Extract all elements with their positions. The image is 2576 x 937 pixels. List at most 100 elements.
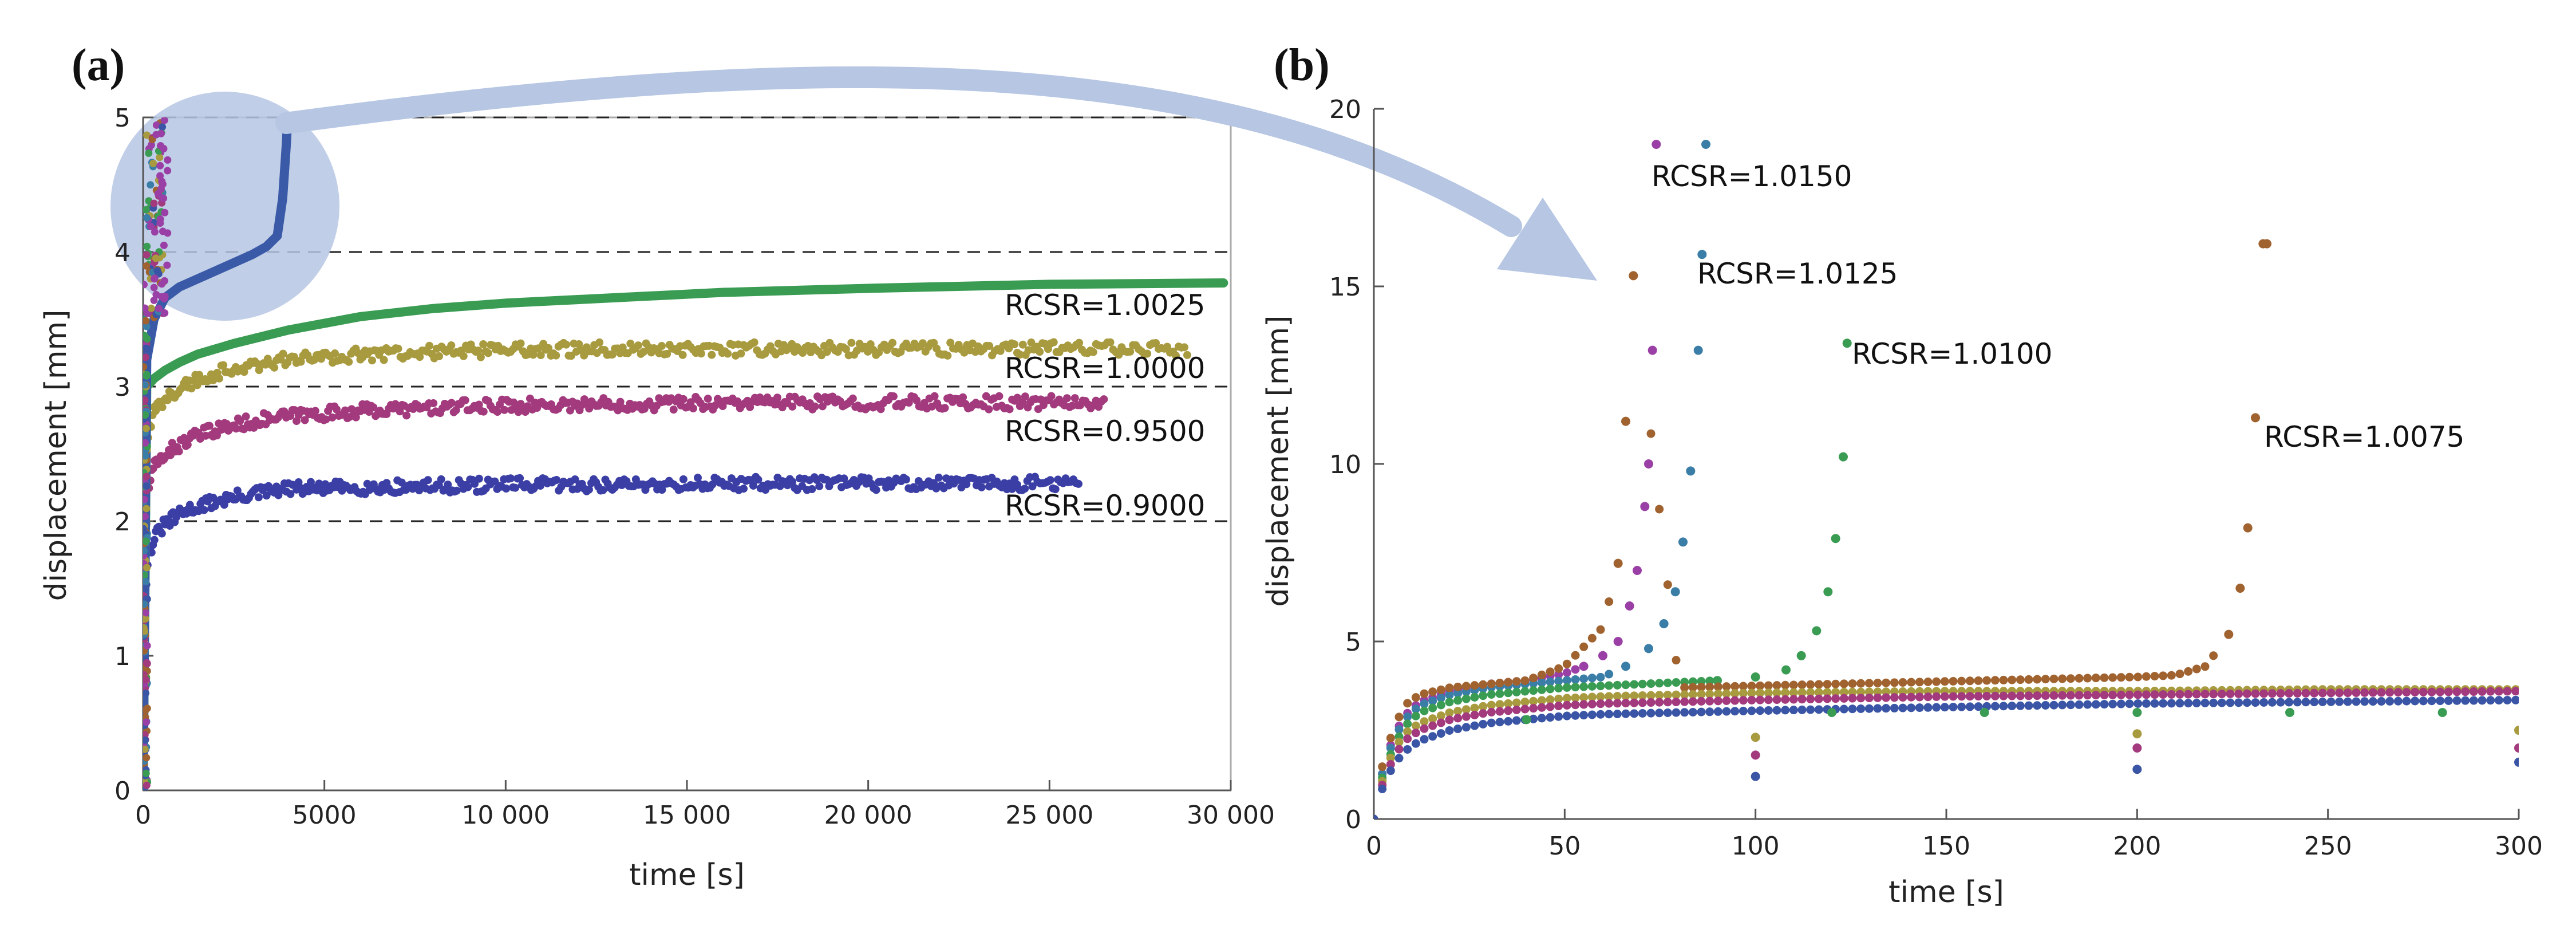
data-point — [2192, 699, 2201, 708]
data-point — [1596, 625, 1605, 634]
data-point — [2251, 689, 2260, 698]
data-point — [788, 478, 797, 486]
early-time-scatter — [143, 117, 172, 789]
panel-b-x-tick-label: 250 — [2304, 832, 2352, 861]
data-point — [1898, 678, 1907, 687]
data-point — [1470, 692, 1479, 702]
data-point — [1713, 696, 1722, 706]
data-point — [1882, 704, 1891, 713]
early-data-point — [143, 769, 150, 777]
data-point — [686, 398, 695, 407]
data-point — [402, 411, 411, 420]
data-point — [1571, 693, 1580, 702]
data-point — [2125, 699, 2134, 708]
data-point — [2486, 687, 2495, 696]
early-data-point — [143, 344, 150, 352]
data-point — [599, 486, 607, 494]
data-point — [536, 482, 545, 490]
data-point — [2301, 698, 2310, 707]
data-point — [1386, 734, 1395, 743]
data-point — [1831, 679, 1840, 688]
data-point — [1697, 683, 1706, 692]
data-point — [740, 485, 748, 493]
data-point — [1495, 689, 1504, 698]
data-point — [1940, 677, 1949, 686]
data-point — [2041, 700, 2050, 710]
data-point — [2041, 675, 2050, 684]
data-point — [321, 480, 330, 489]
data-point — [1730, 696, 1740, 705]
annotation-rcsr-1-0100: RCSR=1.0100 — [1852, 337, 2053, 371]
data-point — [322, 415, 330, 424]
data-point — [2318, 697, 2327, 706]
data-point — [704, 395, 712, 403]
data-point — [1789, 680, 1798, 690]
data-point — [1605, 597, 1614, 607]
data-point — [1999, 691, 2008, 700]
early-data-point — [143, 495, 148, 503]
data-point — [1747, 695, 1756, 704]
data-point — [1646, 698, 1656, 707]
data-point — [1629, 271, 1638, 281]
data-point — [2444, 687, 2453, 696]
data-point — [1436, 700, 1445, 710]
unloading-point — [2132, 765, 2142, 774]
data-point — [1613, 699, 1622, 708]
data-point — [1487, 700, 1496, 710]
data-point — [1411, 711, 1420, 721]
unloading-point — [2514, 726, 2519, 735]
panel-b-x-tick-label: 50 — [1548, 832, 1581, 861]
data-point — [2150, 690, 2159, 699]
data-point — [1663, 580, 1672, 589]
data-point — [788, 402, 797, 411]
data-point — [1605, 681, 1614, 690]
data-point — [1621, 662, 1630, 671]
data-point — [2150, 699, 2159, 708]
data-point — [943, 351, 952, 360]
data-point — [1579, 700, 1589, 709]
data-point — [959, 393, 967, 401]
data-point — [1546, 713, 1555, 722]
data-point — [1621, 416, 1630, 426]
data-point — [1864, 704, 1874, 713]
early-data-point — [156, 153, 164, 162]
data-point — [1428, 687, 1437, 696]
panel-a-y-tick-label: 1 — [114, 642, 131, 671]
data-point — [1445, 715, 1454, 725]
data-point — [1856, 694, 1866, 703]
data-point — [297, 357, 305, 366]
data-point — [1470, 721, 1479, 730]
data-point — [236, 417, 244, 426]
early-data-point — [143, 745, 149, 753]
data-point — [1839, 687, 1848, 696]
data-point — [1621, 691, 1630, 700]
data-point — [1772, 706, 1781, 715]
data-point — [1965, 702, 1974, 711]
data-point — [461, 396, 469, 404]
data-point — [2134, 699, 2143, 708]
data-point — [2016, 691, 2025, 700]
early-data-point — [155, 305, 163, 313]
early-data-point — [156, 215, 164, 223]
data-point — [1074, 479, 1082, 488]
early-data-point — [152, 254, 160, 262]
data-point — [2108, 690, 2117, 699]
data-point — [1537, 670, 1546, 679]
data-point — [1789, 706, 1798, 715]
data-point — [2385, 688, 2395, 697]
data-point — [1823, 587, 1833, 597]
data-point — [1848, 687, 1857, 696]
data-point — [818, 402, 827, 411]
data-point — [1697, 690, 1706, 699]
data-point — [669, 405, 678, 414]
unloading-point — [2285, 708, 2294, 717]
data-point — [2184, 699, 2193, 708]
data-point — [1839, 694, 1848, 703]
data-point — [1479, 691, 1488, 700]
data-point — [1781, 688, 1790, 697]
series-rcsr-1-0075 — [1374, 239, 2271, 819]
data-point — [1420, 724, 1429, 733]
data-point — [1621, 709, 1630, 718]
data-point — [1461, 705, 1471, 714]
unloading-point — [2514, 757, 2519, 767]
